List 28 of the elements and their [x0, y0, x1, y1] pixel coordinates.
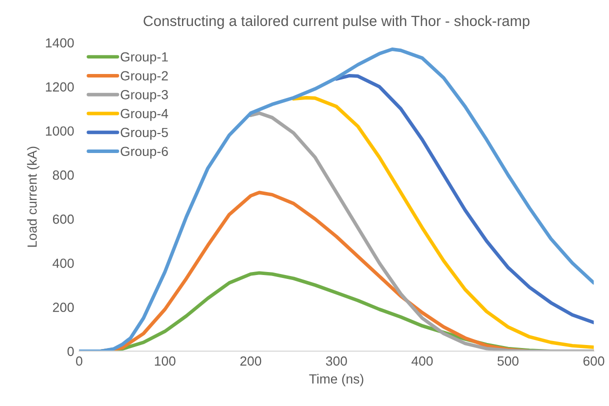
legend-label: Group-1	[120, 52, 168, 64]
line-series	[334, 74, 594, 324]
y-tick-label: 1400	[46, 38, 74, 48]
y-tick-label: 1200	[46, 82, 74, 92]
x-tick-label: 200	[240, 356, 262, 366]
x-tick-label: 400	[412, 356, 433, 366]
y-tick-label: 800	[52, 170, 74, 180]
y-tick-label: 200	[52, 302, 74, 312]
legend-label: Group-6	[120, 146, 168, 159]
x-tick-label: 600	[583, 356, 604, 366]
y-tick-label: 0	[67, 346, 74, 356]
legend-label: Group-4	[120, 108, 168, 121]
legend-label: Group-2	[120, 71, 168, 84]
x-tick-label: 300	[326, 356, 347, 366]
legend-label: Group-3	[120, 90, 168, 102]
line-series	[292, 96, 594, 349]
chart-title: Constructing a tailored current pulse with Thor - shock-ramp	[144, 15, 530, 29]
x-tick-label: 100	[154, 356, 176, 366]
legend-label: Group-5	[120, 128, 168, 140]
x-tick-label: 0	[76, 356, 82, 366]
y-tick-label: 1000	[46, 126, 74, 136]
x-tick-label: 500	[498, 356, 518, 366]
y-tick-label: 400	[52, 258, 74, 268]
y-axis-title: Load current (kA)	[27, 146, 40, 247]
line-series	[248, 111, 594, 352]
line-series	[79, 48, 594, 352]
x-axis-title: Time (ns)	[309, 374, 364, 386]
y-tick-label: 600	[52, 214, 74, 224]
